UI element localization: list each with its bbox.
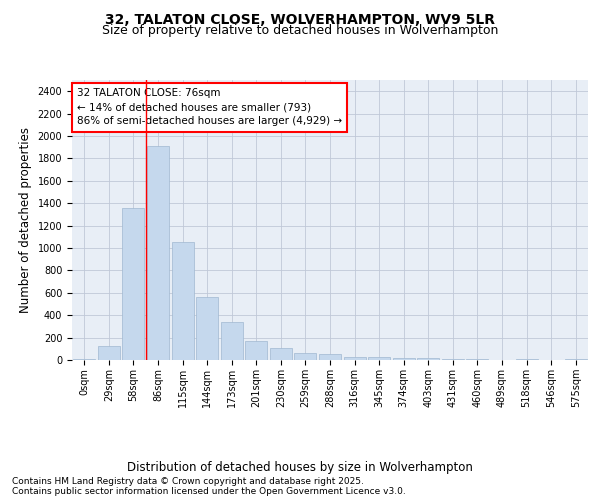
Bar [392, 358, 415, 360]
Bar [515, 358, 538, 360]
Text: Contains HM Land Registry data © Crown copyright and database right 2025.: Contains HM Land Registry data © Crown c… [12, 476, 364, 486]
Bar [122, 208, 145, 360]
Bar [221, 322, 243, 360]
Bar [417, 358, 439, 360]
Bar [73, 359, 95, 360]
Bar [565, 359, 587, 360]
Y-axis label: Number of detached properties: Number of detached properties [19, 127, 32, 313]
Text: Contains public sector information licensed under the Open Government Licence v3: Contains public sector information licen… [12, 486, 406, 496]
Text: Distribution of detached houses by size in Wolverhampton: Distribution of detached houses by size … [127, 461, 473, 474]
Bar [368, 357, 390, 360]
Bar [319, 354, 341, 360]
Bar [196, 298, 218, 360]
Bar [295, 354, 316, 360]
Bar [147, 146, 169, 360]
Text: 32 TALATON CLOSE: 76sqm
← 14% of detached houses are smaller (793)
86% of semi-d: 32 TALATON CLOSE: 76sqm ← 14% of detache… [77, 88, 342, 126]
Bar [270, 348, 292, 360]
Bar [245, 341, 268, 360]
Text: Size of property relative to detached houses in Wolverhampton: Size of property relative to detached ho… [102, 24, 498, 37]
Bar [172, 242, 194, 360]
Bar [344, 356, 365, 360]
Bar [98, 346, 120, 360]
Text: 32, TALATON CLOSE, WOLVERHAMPTON, WV9 5LR: 32, TALATON CLOSE, WOLVERHAMPTON, WV9 5L… [105, 12, 495, 26]
